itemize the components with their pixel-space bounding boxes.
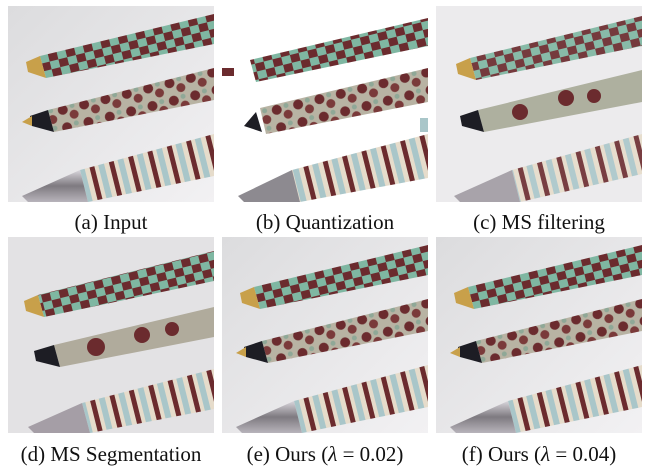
input-image: [8, 6, 214, 202]
caption-e: (e) Ours (λ = 0.02): [217, 440, 433, 468]
panel-ours-004: [436, 237, 642, 433]
panel-ours-002: [222, 237, 428, 433]
ms-segmentation-image: [8, 237, 214, 433]
ms-filtering-image: [436, 6, 642, 202]
quantization-image: [222, 6, 428, 202]
caption-f: (f) Ours (λ = 0.04): [431, 440, 647, 468]
panel-ms-segmentation: [8, 237, 214, 433]
lambda-symbol: λ: [541, 442, 551, 466]
ours-002-image: [222, 237, 428, 433]
caption-c: (c) MS filtering: [473, 210, 605, 234]
caption-a: (a) Input: [74, 210, 148, 234]
caption-e-suffix: = 0.02): [337, 442, 404, 466]
caption-f-prefix: (f) Ours (: [461, 442, 542, 466]
panel-quantization: [222, 6, 428, 202]
ours-004-image: [436, 237, 642, 433]
caption-b: (b) Quantization: [255, 210, 395, 234]
caption-d: (d) MS Segmentation: [20, 442, 202, 466]
lambda-symbol: λ: [328, 442, 338, 466]
caption-f-suffix: = 0.04): [550, 442, 617, 466]
panel-input: [8, 6, 214, 202]
caption-e-prefix: (e) Ours (: [246, 442, 329, 466]
panel-ms-filtering: [436, 6, 642, 202]
